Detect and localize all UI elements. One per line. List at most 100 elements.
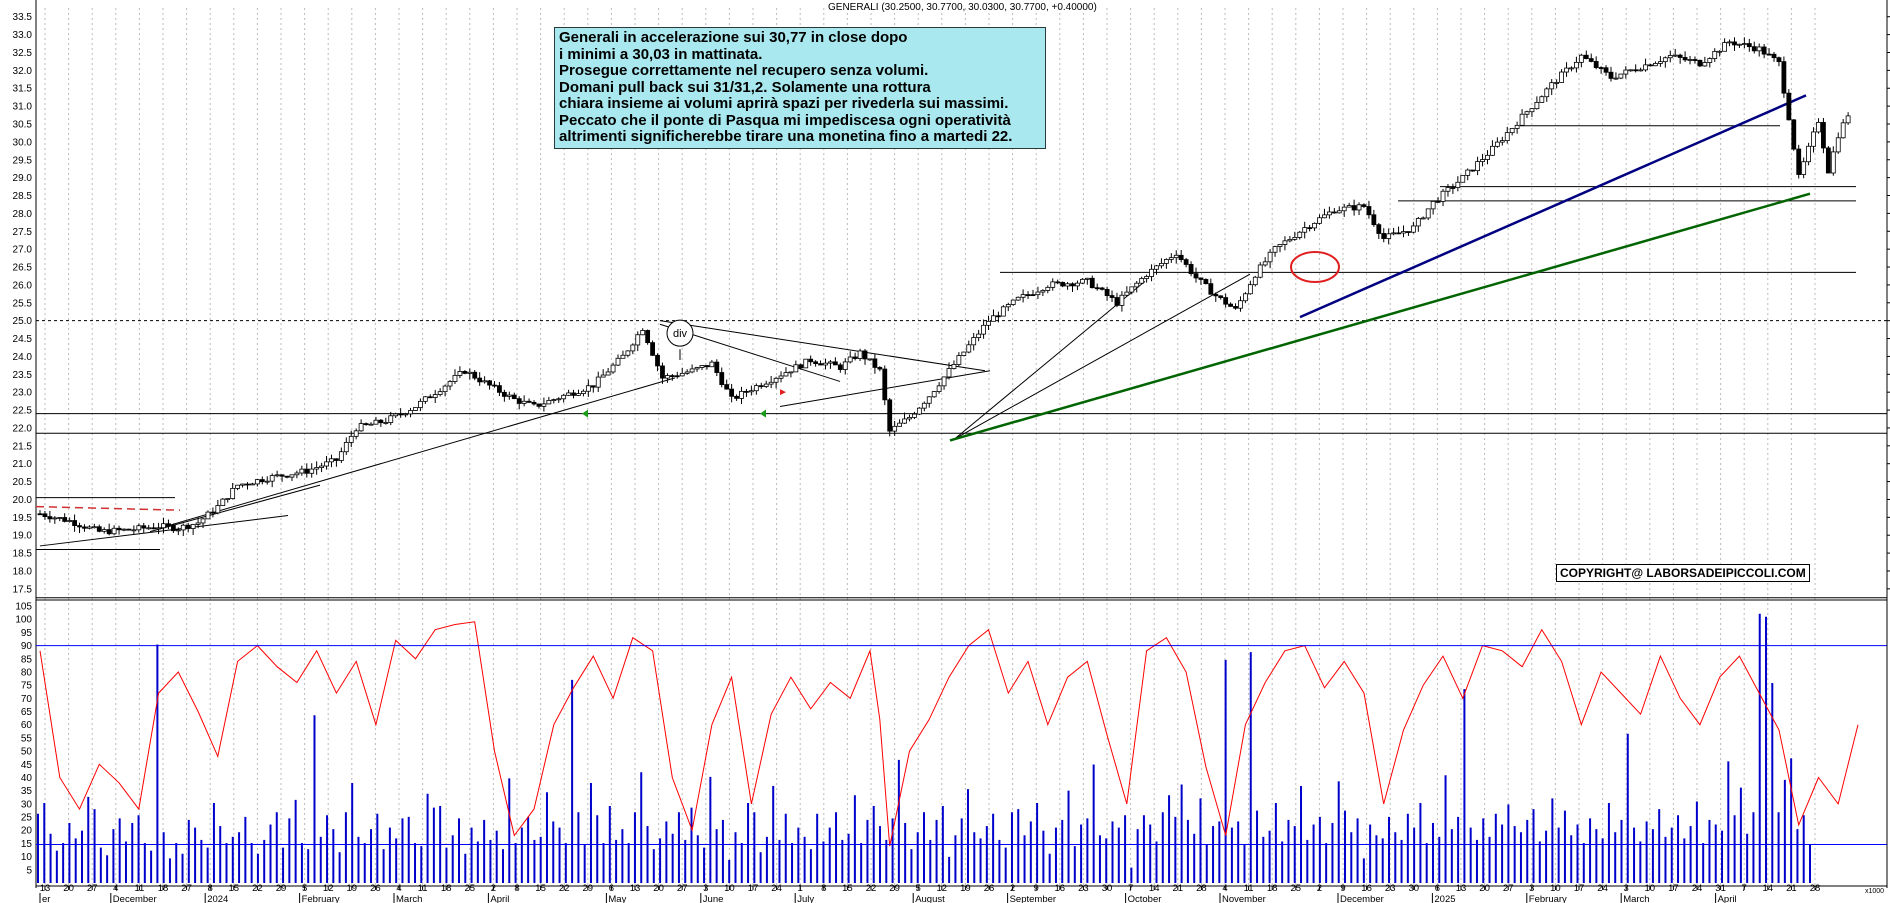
candle-body (1460, 174, 1466, 183)
candle-body (1440, 190, 1446, 202)
candle-body (857, 350, 863, 359)
green-arrow-marker (582, 409, 588, 418)
candle-body (526, 400, 532, 403)
candle-body (348, 435, 354, 443)
month-label: December (1340, 894, 1384, 903)
candle-body (1035, 291, 1041, 296)
candle-body (1490, 145, 1495, 156)
candle-body (245, 483, 250, 486)
candle-body (1435, 201, 1441, 203)
candle-body (1292, 237, 1298, 240)
month-label: February (302, 894, 340, 903)
candle-body (778, 375, 784, 379)
candle-body (1050, 281, 1056, 288)
candle-body (422, 396, 428, 402)
candle-body (803, 358, 809, 369)
trendline (149, 484, 321, 533)
candle-body (1159, 263, 1164, 267)
month-label: May (608, 894, 626, 903)
candle-body (991, 315, 996, 322)
candle-body (215, 505, 221, 514)
candle-body (1574, 61, 1579, 69)
candle-body (897, 422, 902, 427)
price-tick-label-left: 18.0 (13, 566, 33, 577)
candle-body (116, 527, 122, 531)
candle-body (768, 381, 774, 385)
month-label: 2025 (1434, 894, 1455, 903)
trendline (659, 320, 986, 372)
candle-body (961, 351, 967, 356)
candle-body (1825, 147, 1831, 174)
annotation-line: chiara insieme ai volumi aprirà spazi pe… (559, 95, 1009, 112)
candle-body (1761, 46, 1767, 55)
candle-body (1272, 246, 1278, 253)
annotation-line: altrimenti significherebbe tirare una mo… (559, 128, 1013, 145)
candle-body (101, 529, 107, 532)
candle-body (1381, 233, 1387, 239)
candle-body (299, 468, 305, 474)
candle-body (225, 498, 231, 500)
candle-body (190, 524, 196, 529)
candle-body (1326, 211, 1332, 216)
candle-body (91, 526, 97, 529)
candle-body (62, 517, 68, 522)
candle-body (902, 418, 907, 424)
candle-body (72, 520, 77, 526)
candle-body (511, 394, 517, 400)
chart-title: GENERALI (30.2500, 30.7700, 30.0300, 30.… (828, 2, 1097, 13)
candle-body (1391, 232, 1397, 235)
red-arrow-marker (780, 389, 786, 396)
candle-body (1524, 111, 1530, 115)
price-axis: 17.517.518.018.018.518.519.019.019.519.5… (13, 12, 1890, 595)
candle-body (121, 528, 127, 531)
candle-body (497, 385, 502, 393)
candle-body (1218, 295, 1224, 298)
candle-body (1425, 208, 1431, 219)
candle-body (1228, 303, 1233, 307)
trendline (954, 273, 1251, 440)
candle-body (131, 529, 137, 532)
candle-body (235, 484, 241, 489)
candle-body (1282, 240, 1288, 245)
candle-body (1578, 54, 1584, 63)
candle-body (1262, 261, 1268, 266)
candle-body (338, 451, 344, 461)
candle-body (324, 461, 329, 467)
candle-body (1346, 205, 1352, 208)
candle-body (615, 357, 621, 366)
candle-body (1638, 69, 1644, 72)
candle-body (1529, 108, 1535, 113)
candle-body (724, 384, 730, 390)
candle-body (1835, 137, 1841, 153)
candle-body (1302, 227, 1308, 233)
month-label: February (1529, 894, 1567, 903)
price-tick-label-left: 17.5 (13, 584, 33, 595)
candle-body (818, 363, 823, 366)
candle-body (1341, 206, 1347, 212)
candle-body (808, 358, 814, 363)
month-label: 2024 (207, 894, 228, 903)
month-label: June (703, 894, 724, 903)
candle-body (373, 419, 379, 425)
candle-body (1519, 113, 1525, 126)
candle-body (620, 354, 626, 359)
price-tick-label-left: 33.0 (13, 30, 33, 41)
candle-body (729, 388, 735, 397)
candle-body (437, 391, 443, 395)
oscillator-tick-label: 30 (21, 799, 33, 810)
candle-body (141, 525, 147, 529)
candle-body (77, 525, 82, 528)
candle-body (1806, 145, 1811, 163)
candle-body (1000, 306, 1006, 317)
candle-body (1198, 277, 1204, 280)
candle-body (1781, 61, 1787, 94)
candle-body (1247, 284, 1253, 295)
price-tick-label-left: 32.5 (13, 48, 33, 59)
candle-body (254, 479, 260, 485)
candle-body (1746, 43, 1752, 48)
candle-body (1005, 304, 1011, 308)
candle-body (1643, 64, 1648, 71)
candle-body (946, 368, 952, 378)
price-tick-label-left: 18.5 (13, 549, 33, 560)
candle-body (1331, 211, 1337, 214)
